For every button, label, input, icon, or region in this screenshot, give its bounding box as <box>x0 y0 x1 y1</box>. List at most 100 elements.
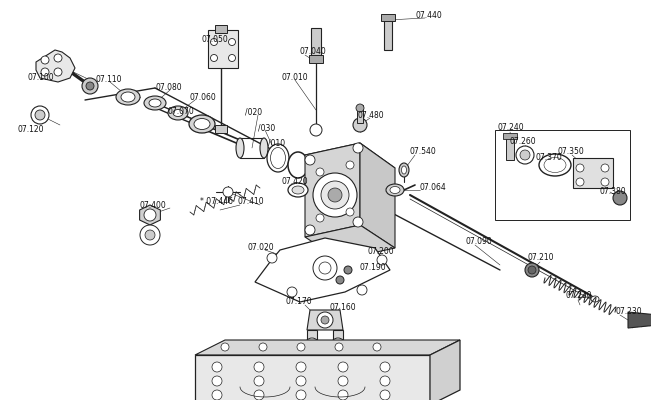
Text: 07.350: 07.350 <box>558 148 585 156</box>
Bar <box>506 135 514 160</box>
Text: 07.540: 07.540 <box>410 148 437 156</box>
Circle shape <box>267 253 277 263</box>
Polygon shape <box>307 330 317 355</box>
Text: 07.080: 07.080 <box>155 84 182 92</box>
Circle shape <box>287 287 297 297</box>
Text: 07.110: 07.110 <box>95 76 122 84</box>
Circle shape <box>380 362 390 372</box>
Circle shape <box>353 217 363 227</box>
Circle shape <box>377 255 387 265</box>
Ellipse shape <box>591 296 599 302</box>
Ellipse shape <box>168 106 188 120</box>
Circle shape <box>576 178 584 186</box>
Bar <box>311 28 321 60</box>
Circle shape <box>331 338 345 352</box>
Circle shape <box>346 161 354 169</box>
Circle shape <box>221 343 229 351</box>
Circle shape <box>140 225 160 245</box>
Circle shape <box>296 376 306 386</box>
Circle shape <box>321 181 349 209</box>
Circle shape <box>338 362 348 372</box>
Circle shape <box>210 38 217 46</box>
Circle shape <box>144 209 156 221</box>
Circle shape <box>31 106 49 124</box>
Ellipse shape <box>267 144 289 172</box>
Text: 07.160: 07.160 <box>330 304 357 312</box>
Text: 07.040: 07.040 <box>300 48 327 56</box>
Circle shape <box>317 312 333 328</box>
Circle shape <box>212 390 222 400</box>
Text: 07.410: 07.410 <box>238 198 264 206</box>
Circle shape <box>297 343 305 351</box>
Circle shape <box>321 316 329 324</box>
Circle shape <box>520 150 530 160</box>
Text: 07.220: 07.220 <box>565 290 592 300</box>
Text: 07.240: 07.240 <box>498 124 525 132</box>
Circle shape <box>576 164 584 172</box>
Text: 07.050: 07.050 <box>202 36 229 44</box>
Circle shape <box>336 276 344 284</box>
Circle shape <box>601 178 609 186</box>
Circle shape <box>259 343 267 351</box>
Text: 07.370: 07.370 <box>535 154 562 162</box>
Circle shape <box>54 68 62 76</box>
Circle shape <box>338 390 348 400</box>
Text: 07.230: 07.230 <box>615 308 642 316</box>
Polygon shape <box>628 312 651 328</box>
Polygon shape <box>305 143 395 180</box>
Polygon shape <box>305 225 395 260</box>
Circle shape <box>335 343 343 351</box>
Text: 07.480: 07.480 <box>358 110 385 120</box>
Text: 07.200: 07.200 <box>368 248 395 256</box>
Bar <box>215 125 227 133</box>
Circle shape <box>35 110 45 120</box>
Bar <box>381 14 395 21</box>
Ellipse shape <box>173 110 183 116</box>
Ellipse shape <box>260 138 268 158</box>
Circle shape <box>528 266 536 274</box>
Ellipse shape <box>116 89 140 105</box>
Text: 07.060: 07.060 <box>190 94 217 102</box>
Polygon shape <box>139 205 160 225</box>
Circle shape <box>319 262 331 274</box>
Text: 07.010: 07.010 <box>282 74 309 82</box>
Polygon shape <box>430 340 460 400</box>
Text: 07.260: 07.260 <box>510 138 536 146</box>
Circle shape <box>254 362 264 372</box>
Circle shape <box>313 173 357 217</box>
Circle shape <box>229 54 236 62</box>
Ellipse shape <box>144 96 166 110</box>
Circle shape <box>212 376 222 386</box>
Ellipse shape <box>539 154 571 176</box>
Circle shape <box>346 208 354 216</box>
Circle shape <box>223 187 233 197</box>
Circle shape <box>210 54 217 62</box>
Text: 07.064: 07.064 <box>420 182 447 192</box>
Ellipse shape <box>402 166 406 174</box>
Polygon shape <box>360 143 395 248</box>
Circle shape <box>86 82 94 90</box>
Ellipse shape <box>386 184 404 196</box>
Ellipse shape <box>189 115 215 133</box>
Ellipse shape <box>288 152 308 178</box>
Bar <box>215 25 227 33</box>
Text: 07.380: 07.380 <box>600 188 627 196</box>
Bar <box>208 30 238 68</box>
Circle shape <box>145 230 155 240</box>
Circle shape <box>316 214 324 222</box>
Circle shape <box>254 376 264 386</box>
Text: 07.440: 07.440 <box>415 10 442 20</box>
Ellipse shape <box>121 92 135 102</box>
Circle shape <box>296 362 306 372</box>
Ellipse shape <box>194 118 210 130</box>
Ellipse shape <box>271 148 286 168</box>
Ellipse shape <box>149 99 161 107</box>
Text: 07.400: 07.400 <box>140 200 167 210</box>
Bar <box>357 105 363 123</box>
Text: 07.020: 07.020 <box>248 244 275 252</box>
Circle shape <box>613 191 627 205</box>
Text: 07.120: 07.120 <box>18 126 44 134</box>
Circle shape <box>338 376 348 386</box>
Ellipse shape <box>390 186 400 194</box>
Text: 07.100: 07.100 <box>27 74 53 82</box>
